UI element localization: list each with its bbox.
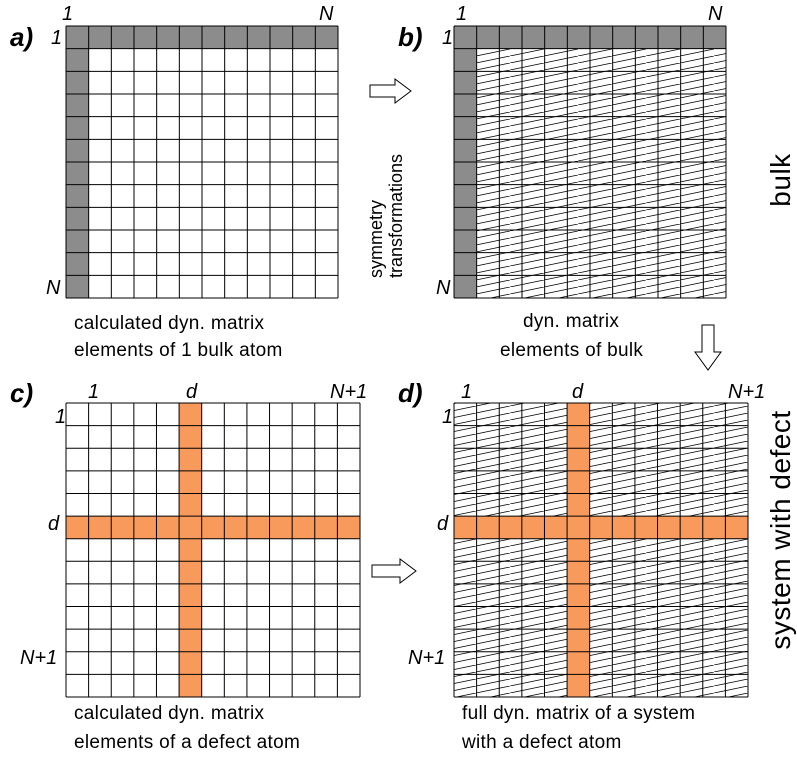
side-label-bulk: bulk (765, 153, 796, 207)
panel-a-grid (65, 25, 339, 299)
panel-c-caption-line2: elements of a defect atom (74, 732, 300, 753)
panel-d-caption-line1: full dyn. matrix of a system (462, 703, 695, 724)
panel-d: d) 1 d N+1 1 d N+1 full dyn. matrix of a… (398, 378, 765, 753)
arrow-label-line2: transformations (386, 154, 406, 278)
down-arrow-icon (694, 324, 722, 371)
panel-d-left-bottom-index: N+1 (408, 647, 445, 669)
panel-b-grid (453, 25, 727, 299)
panel-d-top-left-index: 1 (461, 381, 472, 403)
highlight-column-d (567, 403, 590, 697)
panel-b-left-bottom-index: N (436, 277, 451, 299)
panel-b-caption-line2: elements of bulk (500, 340, 643, 361)
panel-a-caption-line1: calculated dyn. matrix (74, 313, 265, 334)
panel-a-left-bottom-index: N (46, 277, 61, 299)
panel-c: c) 1 d N+1 1 d N+1 calculated dyn. matri… (10, 378, 367, 753)
panel-a-top-right-index: N (319, 3, 334, 25)
panel-b: b) 1 N 1 N dyn. matrix elements of bulk (398, 3, 727, 361)
highlight-row-d (66, 516, 360, 539)
panel-b-top-right-index: N (708, 3, 723, 25)
panel-a-left-top-index: 1 (51, 27, 62, 49)
panel-c-top-mid-index: d (186, 381, 198, 403)
panel-d-grid (453, 402, 749, 698)
panel-d-top-mid-index: d (572, 381, 584, 403)
panel-b-caption-line1: dyn. matrix (523, 311, 619, 332)
panel-c-left-bottom-index: N+1 (20, 647, 57, 669)
panel-c-grid (65, 402, 361, 698)
panel-a-letter: a) (10, 22, 33, 52)
highlight-column-d (179, 403, 202, 697)
right-arrow-icon (371, 558, 417, 584)
highlight-row-d (454, 516, 748, 539)
panel-d-top-right-index: N+1 (728, 381, 765, 403)
panel-d-letter: d) (398, 378, 423, 408)
side-label-system-with-defect: system with defect (765, 410, 796, 649)
panel-a: a) 1 N 1 N calculated dyn. matrix elemen… (10, 3, 339, 361)
panel-c-letter: c) (10, 378, 33, 408)
panel-b-top-left-index: 1 (456, 3, 467, 25)
arrow-a-to-b: symmetry transformations (366, 78, 412, 278)
panel-d-left-top-index: 1 (442, 406, 453, 428)
panel-c-top-left-index: 1 (88, 381, 99, 403)
panel-c-left-mid-index: d (48, 513, 60, 535)
panel-b-letter: b) (398, 22, 423, 52)
panel-a-top-left-index: 1 (62, 3, 73, 25)
matrix-hatching (454, 403, 748, 697)
panel-c-top-right-index: N+1 (330, 381, 367, 403)
panel-c-left-top-index: 1 (55, 406, 66, 428)
panel-b-left-top-index: 1 (442, 27, 453, 49)
panel-c-caption-line1: calculated dyn. matrix (74, 703, 265, 724)
panel-d-caption-line2: with a defect atom (461, 732, 622, 753)
arrow-label-line1: symmetry (366, 200, 386, 278)
matrix-background (66, 403, 360, 697)
panel-a-caption-line2: elements of 1 bulk atom (74, 340, 283, 361)
right-arrow-icon (369, 78, 412, 104)
panel-d-left-mid-index: d (437, 513, 449, 535)
